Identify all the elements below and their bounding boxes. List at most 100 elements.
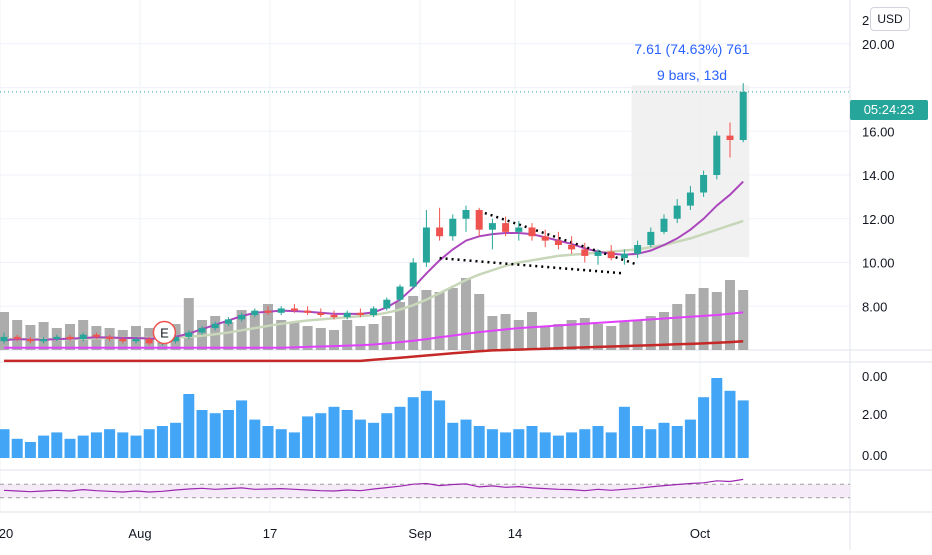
volume-bar [593, 324, 603, 350]
volume-bar [342, 320, 353, 350]
volume-bar [395, 302, 405, 350]
x-tick-label: Oct [690, 526, 711, 541]
histogram-bar [0, 429, 10, 458]
candle-body [739, 91, 747, 140]
candle-body [488, 223, 496, 230]
histogram-bar [539, 432, 551, 458]
histogram-bar [632, 426, 644, 458]
x-tick-label: Aug [128, 526, 151, 541]
histogram-bar [526, 426, 538, 458]
candle-body [66, 336, 74, 340]
histogram-bar [513, 429, 525, 458]
volume-bar [183, 298, 194, 350]
price-tick-label: 12.00 [862, 212, 895, 227]
volume-bar [619, 322, 630, 350]
candle-body [106, 336, 114, 340]
volume-bar [355, 326, 366, 350]
histogram-bar [618, 406, 630, 458]
event-marker [152, 320, 177, 345]
price-tick-label: 14.00 [862, 168, 895, 183]
candle-body [686, 192, 694, 206]
histogram-bar [64, 438, 76, 458]
candle-body [132, 339, 140, 342]
histogram-bar [262, 426, 274, 458]
candle-body [700, 175, 708, 193]
histogram-bar [407, 397, 419, 458]
candle-body [475, 210, 483, 230]
candle-body [620, 253, 628, 259]
candle-body [581, 249, 589, 256]
histogram-bar [170, 422, 182, 458]
measure-bars-label: 9 bars, 13d [657, 67, 727, 83]
candle-body [541, 236, 549, 241]
histogram-bar [579, 429, 591, 458]
candle-body [211, 323, 219, 329]
candle-body [304, 310, 312, 313]
histogram-bar [275, 429, 287, 458]
histogram-bar [447, 422, 459, 458]
candle-body [119, 339, 127, 342]
volume-bar [527, 312, 537, 350]
candle-body [370, 308, 378, 315]
candle-body [26, 339, 34, 342]
candle-body [172, 336, 180, 342]
price-tick-label: 20.00 [862, 37, 895, 52]
histogram-bar [236, 400, 248, 458]
volume-bar [606, 326, 617, 350]
measure-change-label: 7.61 (74.63%) 761 [634, 41, 749, 57]
volume-bar [685, 294, 696, 350]
x-tick-label: 14 [508, 526, 522, 541]
candle-body [317, 312, 325, 315]
volume-bar [659, 312, 669, 350]
candle-body [290, 308, 298, 311]
x-tick-label: 17 [263, 526, 277, 541]
volume-bar [368, 324, 379, 350]
ma-long2-line [4, 340, 744, 363]
histogram-bar [473, 426, 485, 458]
histogram-bar [315, 413, 327, 458]
histogram-bar [90, 432, 102, 458]
volume-bar [434, 292, 445, 350]
volume-bar [276, 320, 287, 350]
volume-bar [645, 316, 656, 350]
candle-body [264, 310, 272, 313]
candle-body [224, 319, 232, 324]
histogram-bar [711, 378, 723, 458]
volume-bar [447, 288, 458, 350]
volume-bar [672, 304, 683, 350]
histogram-bar [592, 426, 604, 458]
candle-body [40, 339, 48, 342]
histogram-bar [11, 438, 23, 458]
price-tick-label: 10.00 [862, 256, 895, 271]
volume-bar [579, 318, 590, 350]
candle-body [396, 286, 404, 300]
histogram-bar [38, 435, 50, 458]
histogram-tick-label: 2.00 [862, 407, 887, 422]
histogram-tick-label: 0.00 [862, 448, 887, 463]
x-tick-label: Sep [408, 526, 431, 541]
candle-body [185, 332, 193, 337]
volume-bar [738, 290, 749, 350]
volume-bar [461, 278, 471, 350]
histogram-bar [724, 390, 736, 458]
histogram-bar [605, 432, 617, 458]
volume-bar [725, 280, 735, 350]
histogram-bar [209, 413, 221, 458]
volume-bar [223, 322, 234, 350]
price-tick-label: 8.00 [862, 299, 887, 314]
volume-bar [0, 312, 9, 350]
volume-bar [500, 314, 511, 350]
histogram-bar [249, 419, 261, 458]
histogram-bar [645, 429, 657, 458]
histogram-bar [658, 422, 670, 458]
volume-bar [474, 294, 485, 350]
histogram-bar [566, 432, 578, 458]
histogram-bar [671, 426, 683, 458]
candle-body [647, 231, 655, 245]
rsi-band [0, 484, 850, 498]
volume-bar [249, 314, 260, 350]
histogram-bar [130, 435, 142, 458]
currency-button[interactable]: USD [870, 7, 910, 31]
